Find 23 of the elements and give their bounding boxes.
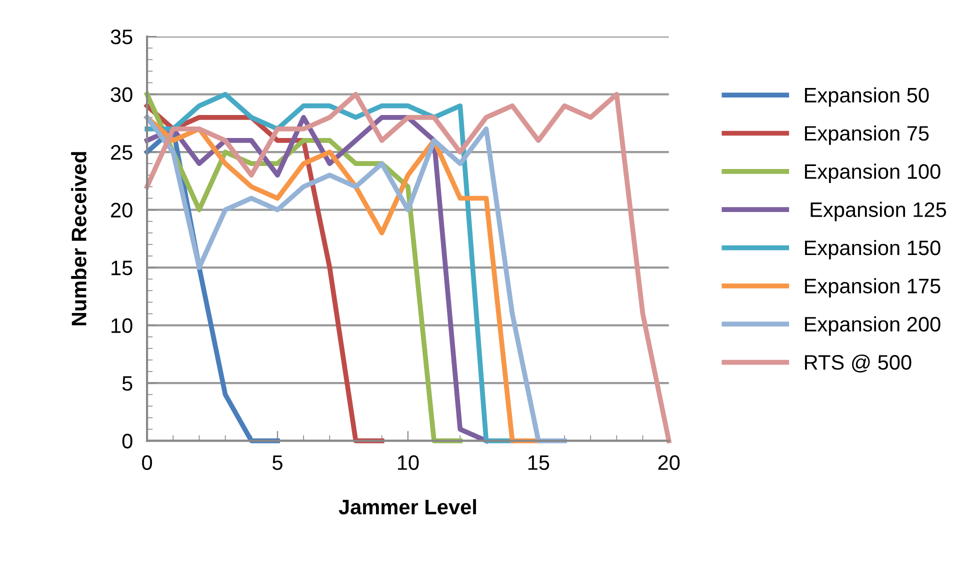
y-tick-label: 0 [122, 434, 132, 449]
legend-label: Expansion 50 [805, 87, 929, 107]
x-tick-label: 15 [528, 455, 550, 470]
legend-label: Expansion 150 [805, 240, 940, 260]
x-tick-label: 20 [658, 455, 680, 470]
legend-label: Expansion 125 [810, 202, 946, 222]
legend-label: Expansion 75 [805, 125, 929, 145]
x-tick-label: 10 [398, 455, 419, 470]
y-tick-label: 10 [112, 318, 132, 334]
legend-label: Expansion 175 [805, 278, 940, 298]
legend-label: RTS @ 500 [805, 354, 912, 372]
legend-label: Expansion 100 [805, 164, 940, 184]
y-tick-label: 5 [122, 376, 132, 391]
y-tick-label: 30 [110, 87, 132, 102]
y-tick-label: 20 [111, 202, 132, 218]
y-tick-label: 25 [111, 145, 132, 160]
y-tick-label: 15 [112, 260, 132, 276]
x-tick-label: 0 [142, 455, 152, 470]
y-tick-label: 35 [110, 30, 132, 44]
x-tick-label: 5 [272, 455, 282, 470]
legend-label: Expansion 200 [805, 316, 940, 336]
x-axis-title: Jammer Level [338, 499, 476, 514]
y-axis-title: Number Received [71, 152, 86, 326]
